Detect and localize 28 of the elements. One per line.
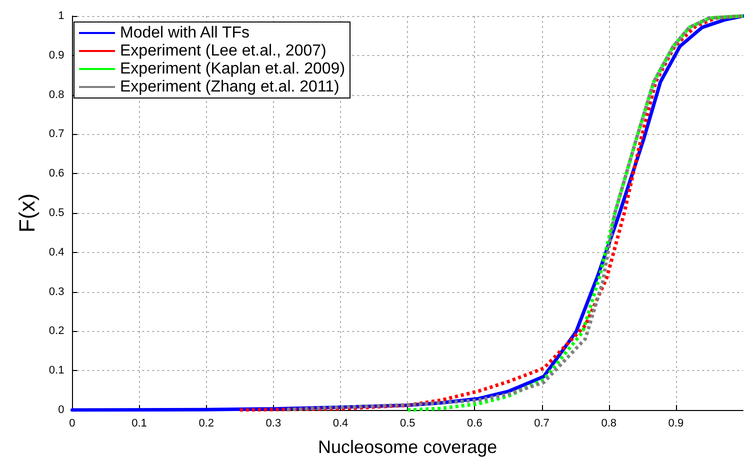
- x-tick-label: 0.5: [400, 418, 416, 430]
- x-tick-label: 0.1: [132, 418, 147, 430]
- y-tick-label: 1: [58, 10, 64, 22]
- x-tick-label: 0.8: [601, 418, 616, 430]
- y-tick-label: 0.3: [48, 286, 64, 298]
- y-tick-label: 0.8: [48, 88, 64, 101]
- y-tick-label: 0.4: [48, 246, 64, 258]
- line-series: [406, 14, 744, 412]
- y-axis-title: F(x): [14, 193, 40, 233]
- x-tick-label: 0.7: [534, 418, 550, 430]
- legend-label: Model with All TFs: [120, 24, 250, 42]
- x-tick-label: 0.9: [668, 418, 684, 430]
- legend-label: Experiment (Lee et.al., 2007): [120, 42, 326, 60]
- y-tick-label: 0.2: [48, 325, 64, 338]
- x-axis-title: Nucleosome coverage: [318, 437, 498, 457]
- x-tick-label: 0.2: [198, 418, 214, 430]
- x-tick-label: 0.3: [266, 418, 282, 430]
- y-tick-label: 0.1: [48, 364, 64, 377]
- legend-label: Experiment (Kaplan et.al. 2009): [120, 60, 346, 78]
- x-tick-label: 0.6: [467, 418, 482, 430]
- y-tick-label: 0: [58, 404, 64, 416]
- y-tick-label: 0.5: [48, 207, 64, 219]
- y-tick-label: 0.6: [48, 168, 64, 180]
- x-tick-label: 0: [69, 418, 76, 430]
- x-tick-label: 0.4: [332, 418, 348, 430]
- legend-label: Experiment (Zhang et.al. 2011): [120, 78, 340, 96]
- y-tick-label: 0.9: [48, 49, 64, 62]
- y-tick-label: 0.7: [48, 128, 64, 140]
